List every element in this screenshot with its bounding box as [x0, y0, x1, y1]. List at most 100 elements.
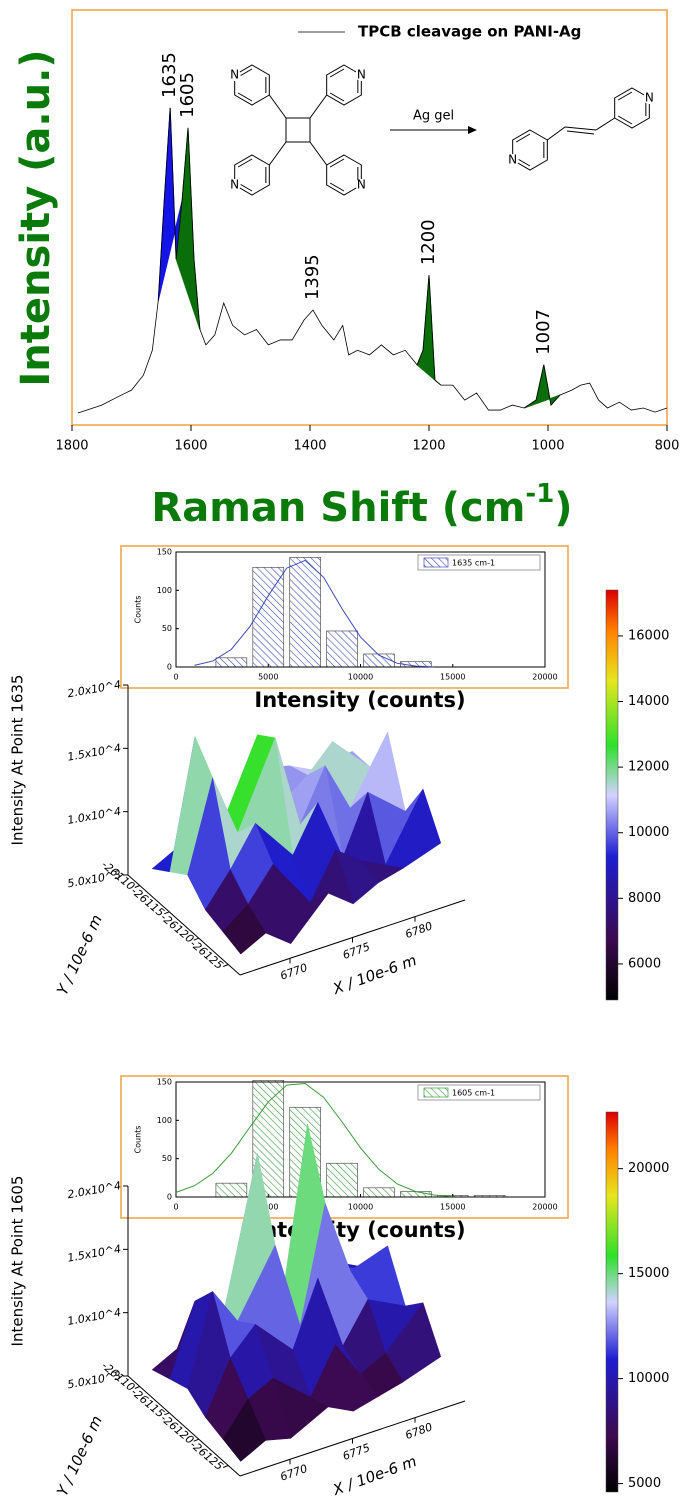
atom-mask [355, 69, 368, 81]
histogram-bar [252, 566, 285, 668]
z-tick-label: 1.0x10^4 [66, 805, 122, 827]
legend-box [417, 554, 541, 571]
y-tick-label: 100 [157, 1116, 172, 1125]
x-axis-label: Intensity (counts) [254, 1218, 465, 1242]
reagent-label: Ag gel [413, 109, 454, 124]
x-axis-label: Intensity (counts) [254, 688, 465, 712]
bond [268, 141, 287, 166]
double-bond [515, 133, 531, 143]
surface-patch [222, 1398, 267, 1462]
y-axis-label: Counts [134, 1126, 143, 1154]
x-tick-label: 1200 [412, 439, 445, 454]
colorbar-tick-label: 20000 [628, 1161, 669, 1176]
x-tick-label: 6770 [278, 1462, 309, 1484]
histogram-frame [120, 545, 569, 689]
legend-box [417, 1084, 541, 1101]
double-bond [329, 158, 345, 168]
x-tick-label: 1400 [293, 439, 326, 454]
legend-swatch [423, 557, 449, 568]
pyridine-ring [512, 129, 548, 171]
histogram-bar [326, 1162, 358, 1198]
plot-frame [71, 9, 668, 426]
bond [547, 126, 566, 141]
x-tick-label: 15000 [440, 673, 465, 682]
atom-mask [228, 69, 241, 81]
y-tick [134, 1386, 140, 1389]
atom-mask [643, 92, 656, 104]
colorbar-tick-label: 6000 [628, 956, 661, 971]
y-tick-label: -26125 [188, 1438, 226, 1473]
x-tick-label: 20000 [532, 673, 557, 682]
histogram-bar [400, 1191, 432, 1198]
pyridine-ring [234, 64, 270, 106]
y-tick-label: 50 [162, 1154, 172, 1163]
y-tick [193, 1438, 199, 1442]
surface-patch [222, 904, 267, 955]
peak-fill [416, 275, 442, 386]
x-axis-label: Raman Shift (cm-1) [151, 479, 572, 532]
y-tick-label: 150 [157, 1078, 172, 1087]
colorbar-tick-label: 12000 [628, 760, 669, 775]
y-axis-label: Y / 10e-6 m [53, 912, 106, 998]
x-tick-label: 5000 [258, 1203, 278, 1212]
x-axis-label-end: ) [554, 485, 572, 531]
z-tick-label: 1.5x10^4 [66, 741, 122, 763]
y-tick-label: 100 [157, 586, 172, 595]
atom-mask [506, 154, 519, 166]
peak-label: 1635 [159, 52, 180, 98]
peak-label: 1395 [302, 254, 323, 300]
x-tick-label: 10000 [348, 673, 373, 682]
y-tick [164, 911, 170, 915]
y-tick-label: -26115 [129, 884, 167, 919]
double-bond [617, 115, 633, 125]
colorbar-tick-label: 8000 [628, 891, 661, 906]
z-tick-label: 1.0x10^4 [66, 1306, 122, 1328]
z-axis-label: Intensity At Point 1635 [9, 675, 27, 846]
y-tick-label: 50 [162, 624, 172, 633]
z-tick-label: 1.5x10^4 [66, 1242, 122, 1264]
x-tick-label: 20000 [532, 1203, 557, 1212]
peak-fill [157, 107, 183, 301]
x-tick-label: 6770 [278, 961, 309, 983]
colorbar-tick-label: 5000 [628, 1476, 661, 1491]
x-tick-label: 6780 [403, 919, 434, 941]
x-tick-label: 800 [655, 439, 680, 454]
histogram-bar [289, 557, 321, 668]
bond [595, 117, 615, 131]
vinyl-bond [564, 126, 597, 131]
y-axis-label: Intensity (a.u.) [13, 49, 59, 386]
fit-curve [175, 1083, 453, 1198]
histogram-bar [215, 657, 248, 668]
colorbar [605, 589, 619, 1001]
legend-swatch [423, 1087, 449, 1098]
x-tick-label: 6780 [403, 1420, 434, 1442]
arrow-head [468, 126, 477, 134]
atom-label: N [508, 153, 517, 167]
atom-label: N [357, 178, 366, 192]
colorbar [605, 1111, 619, 1493]
fit-curve [194, 559, 435, 668]
y-tick [223, 964, 229, 967]
y-tick [134, 885, 140, 888]
y-tick-label: -26120 [158, 1412, 196, 1447]
y-tick [164, 1412, 170, 1416]
x-tick-label: 6775 [341, 940, 372, 962]
y-axis [127, 1375, 241, 1477]
bond [268, 94, 287, 119]
cyclobutane [285, 117, 311, 143]
double-bond [617, 91, 633, 101]
colorbar-tick-label: 10000 [628, 1371, 669, 1386]
peak-fill [175, 127, 201, 330]
double-bond [329, 68, 345, 78]
histogram-bar [326, 630, 358, 668]
y-tick-label: -26120 [158, 911, 196, 946]
x-tick-label: 1000 [531, 439, 564, 454]
z-tick-label: 2.0x10^4 [66, 1179, 122, 1201]
y-tick [193, 937, 199, 941]
double-bond [237, 158, 253, 168]
vinyl-bond [566, 130, 595, 135]
x-tick-label: 0 [173, 1203, 178, 1212]
x-axis-label-text: Raman Shift (cm [151, 485, 525, 531]
atom-mask [228, 179, 241, 191]
